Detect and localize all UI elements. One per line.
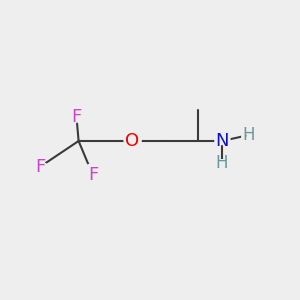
Text: H: H xyxy=(212,152,232,176)
Text: O: O xyxy=(122,129,142,153)
Text: F: F xyxy=(35,158,46,175)
Text: F: F xyxy=(88,167,98,184)
Text: F: F xyxy=(71,108,82,126)
Text: O: O xyxy=(125,132,139,150)
Text: N: N xyxy=(212,129,233,153)
Text: N: N xyxy=(215,132,229,150)
Text: F: F xyxy=(32,154,49,178)
Text: H: H xyxy=(243,126,255,144)
Text: H: H xyxy=(216,154,228,172)
Text: F: F xyxy=(85,164,101,188)
Text: F: F xyxy=(68,105,85,129)
Text: H: H xyxy=(239,123,259,147)
